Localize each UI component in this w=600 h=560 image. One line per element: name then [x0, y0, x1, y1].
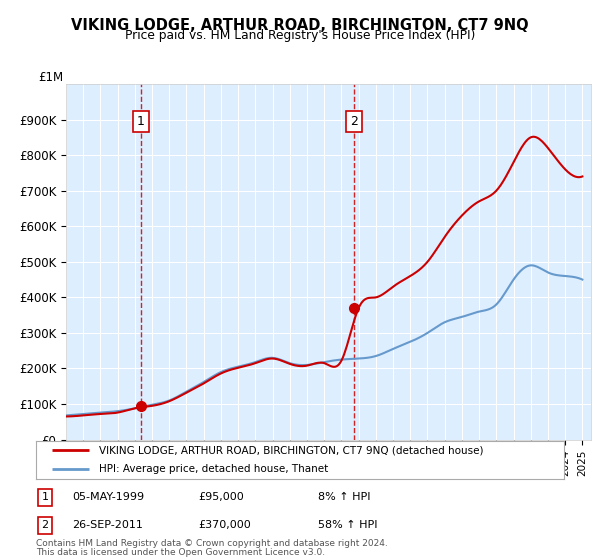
Text: Price paid vs. HM Land Registry's House Price Index (HPI): Price paid vs. HM Land Registry's House …	[125, 29, 475, 42]
Text: This data is licensed under the Open Government Licence v3.0.: This data is licensed under the Open Gov…	[36, 548, 325, 557]
Text: £95,000: £95,000	[198, 492, 244, 502]
Text: 2: 2	[41, 520, 49, 530]
Text: 1: 1	[41, 492, 49, 502]
Text: £370,000: £370,000	[198, 520, 251, 530]
Text: 05-MAY-1999: 05-MAY-1999	[72, 492, 144, 502]
Text: 1: 1	[137, 115, 145, 128]
Text: 26-SEP-2011: 26-SEP-2011	[72, 520, 143, 530]
Text: 58% ↑ HPI: 58% ↑ HPI	[318, 520, 377, 530]
Text: VIKING LODGE, ARTHUR ROAD, BIRCHINGTON, CT7 9NQ (detached house): VIKING LODGE, ARTHUR ROAD, BIRCHINGTON, …	[100, 445, 484, 455]
Text: HPI: Average price, detached house, Thanet: HPI: Average price, detached house, Than…	[100, 464, 329, 474]
Text: £1M: £1M	[38, 71, 64, 84]
Text: 8% ↑ HPI: 8% ↑ HPI	[318, 492, 371, 502]
Text: Contains HM Land Registry data © Crown copyright and database right 2024.: Contains HM Land Registry data © Crown c…	[36, 539, 388, 548]
Text: VIKING LODGE, ARTHUR ROAD, BIRCHINGTON, CT7 9NQ: VIKING LODGE, ARTHUR ROAD, BIRCHINGTON, …	[71, 18, 529, 33]
Text: 2: 2	[350, 115, 358, 128]
